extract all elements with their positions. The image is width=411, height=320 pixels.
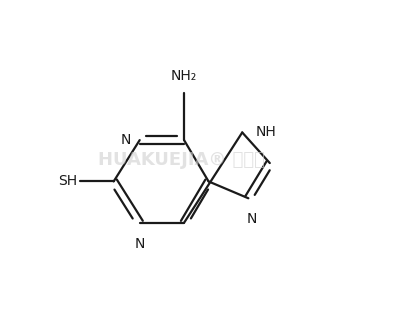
Text: N: N	[134, 236, 145, 251]
Text: NH: NH	[256, 125, 277, 140]
Text: N: N	[120, 133, 131, 147]
Text: SH: SH	[58, 174, 77, 188]
Text: NH₂: NH₂	[171, 69, 197, 84]
Text: N: N	[246, 212, 256, 226]
Text: HUAKUEJIA® 化学加: HUAKUEJIA® 化学加	[97, 151, 264, 169]
